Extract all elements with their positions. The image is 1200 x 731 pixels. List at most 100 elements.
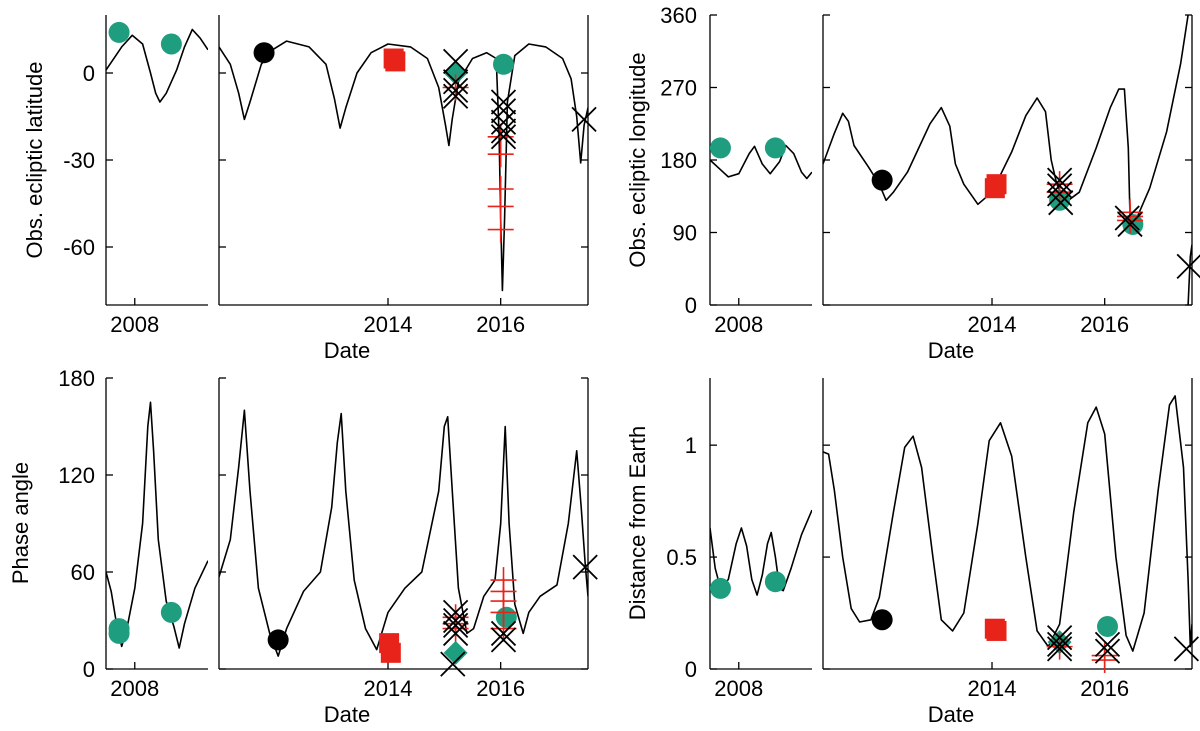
phase-xtick-label: 2014 (364, 676, 413, 701)
lat-square-marker (385, 51, 406, 72)
dist-axes (709, 378, 1193, 670)
lat-xtick-label: 2016 (476, 312, 525, 337)
phase-xtick-label: 2008 (110, 676, 159, 701)
lon-circle-marker (871, 169, 893, 191)
dist-y-axis-label: Distance from Earth (625, 426, 650, 620)
lon-ytick-label: 270 (660, 76, 697, 101)
phase-circle-marker (108, 622, 130, 644)
dist-ytick-label: 0.5 (666, 545, 697, 570)
lat-cross-marker (442, 83, 469, 109)
lon-curve-0 (710, 144, 813, 180)
lat-circle-marker (253, 42, 275, 64)
dist-xtick-label: 2008 (714, 676, 763, 701)
phase-diamond-marker (443, 640, 468, 665)
dist-xtick-label: 2016 (1080, 676, 1129, 701)
lon-axes (709, 14, 1193, 306)
dist-markers (709, 571, 1200, 674)
lat-plus-marker (487, 141, 514, 168)
dist-curve-1 (822, 395, 1192, 652)
lat-cross-marker (490, 109, 517, 135)
phase-cross-marker (440, 651, 466, 677)
lon-y-axis-label: Obs. ecliptic longitude (625, 52, 650, 267)
dist-cross-marker (1046, 636, 1073, 662)
dist-square-marker (986, 620, 1007, 641)
phase-xtick-label: 2016 (476, 676, 525, 701)
lat-x-axis-label: Date (324, 338, 370, 363)
phase-circle-marker (160, 601, 182, 623)
phase-cross-marker (490, 627, 517, 653)
lon-x-axis-label: Date (928, 338, 974, 363)
dist-circle-marker (1096, 615, 1118, 637)
lat-y-axis-label: Obs. ecliptic latitude (22, 62, 47, 259)
dist-circle-marker (871, 609, 893, 631)
lat-plus-marker (487, 193, 514, 220)
panel-phase: 0 60 120 180 2008 2014 2016 Date Phase angle (8, 366, 598, 727)
panel-dist: 0 0.5 1 2008 2014 2016 Date Distance from Earth (625, 378, 1200, 727)
dist-circle-marker (709, 577, 731, 599)
lat-cross-marker (490, 118, 517, 144)
lon-cross-marker (1176, 253, 1200, 279)
lat-circle-marker (492, 53, 514, 75)
dist-curves (710, 395, 1192, 652)
panel-lon: 0 90 180 270 360 2008 2014 2016 Date Obs. eclipti… (625, 3, 1200, 363)
phase-cross-marker (490, 620, 517, 647)
phase-circle-marker (267, 629, 289, 651)
phase-ytick-label: 180 (58, 366, 95, 391)
dist-cross-marker (1046, 631, 1073, 658)
dist-circle-marker (764, 571, 786, 593)
panel-lat: 0 -30 -60 2008 2014 2016 Date Obs. ecliptic lat… (22, 15, 597, 363)
lon-ytick-label: 0 (685, 293, 697, 318)
phase-x-axis-label: Date (324, 702, 370, 727)
phase-axes (105, 377, 589, 670)
lat-circle-marker (108, 21, 130, 43)
lon-curves (710, 14, 1192, 306)
lat-curve-1 (218, 40, 588, 292)
lat-cross-marker (442, 69, 469, 95)
phase-markers (108, 554, 598, 677)
dist-cross-marker (1094, 638, 1121, 664)
phase-ytick-label: 60 (71, 560, 95, 585)
lon-curve-2 (1187, 244, 1192, 306)
lon-circle-marker (709, 137, 731, 159)
phase-plus-marker (490, 615, 517, 642)
lat-cross-marker (442, 77, 469, 104)
phase-ytick-label: 0 (83, 657, 95, 682)
lat-ytick-label: 0 (83, 61, 95, 86)
dist-cross-marker (1094, 631, 1121, 658)
lat-cross-marker (571, 106, 597, 133)
lon-cross-marker (1046, 181, 1073, 207)
lon-circle-marker (764, 137, 786, 159)
lat-axes (105, 15, 589, 306)
lat-curve-0 (106, 28, 209, 103)
lat-cross-marker (490, 89, 517, 115)
lon-ytick-label: 360 (660, 3, 697, 28)
dist-x-axis-label: Date (928, 702, 974, 727)
phase-curve-1 (218, 409, 588, 657)
phase-cross-marker (572, 554, 598, 580)
dist-ytick-label: 0 (685, 657, 697, 682)
lat-markers (108, 21, 597, 243)
lat-ytick-label: -60 (63, 235, 95, 260)
dist-cross-marker (1046, 625, 1073, 651)
phase-y-axis-label: Phase angle (8, 462, 33, 584)
phase-circle-marker (495, 606, 517, 628)
lat-cross-marker (442, 48, 469, 75)
phase-cross-marker (442, 612, 469, 638)
phase-cross-marker (442, 599, 469, 626)
lon-cross-marker (1046, 167, 1073, 193)
lat-ytick-label: -30 (63, 148, 95, 173)
phase-ytick-label: 120 (58, 463, 95, 488)
phase-curve-0 (106, 401, 209, 649)
lat-plus-marker (487, 216, 514, 243)
lon-xtick-label: 2014 (968, 312, 1017, 337)
dist-plus-marker (1091, 647, 1118, 674)
lon-markers (709, 137, 1200, 279)
dist-xtick-label: 2014 (968, 676, 1017, 701)
lon-ytick-label: 180 (660, 148, 697, 173)
lon-cross-marker (1048, 190, 1074, 216)
dist-ytick-label: 1 (685, 433, 697, 458)
lon-square-marker (986, 174, 1007, 195)
phase-square-marker (380, 642, 401, 663)
lon-cross-marker (1114, 205, 1140, 231)
